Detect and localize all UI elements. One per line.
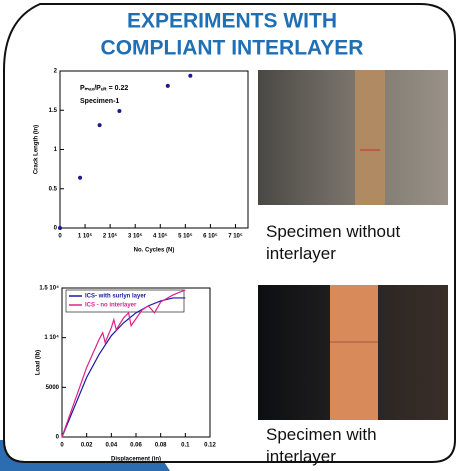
y-axis-label: Crack Length (in) [34,125,40,174]
data-point [78,175,83,180]
y-tick-label: 0.5 [49,186,58,192]
x-tick-label: 5 10⁵ [178,234,193,240]
title-line: COMPLIANT INTERLAYER [101,37,364,60]
y-axis-label: Load (lb) [36,350,42,375]
legend-label: ICS - no interlayer [85,303,137,309]
data-point [188,73,193,78]
x-tick-label: 0.06 [130,443,142,449]
x-tick-label: 0.04 [105,443,117,449]
data-point [117,109,122,114]
y-tick-label: 0 [56,435,60,441]
x-tick-label: 0 [58,234,62,240]
y-tick-label: 1.5 [49,108,58,114]
y-tick-label: 1.5 10⁴ [39,286,59,292]
legend-box [65,289,185,313]
x-tick-label: 0.02 [81,443,93,449]
x-tick-label: 6 10⁵ [203,234,218,240]
y-tick-label: 5000 [46,385,60,391]
x-tick-label: 4 10⁵ [153,234,168,240]
x-tick-label: 2 10⁵ [103,234,118,240]
x-axis-label: No. Cycles (N) [134,248,175,254]
annotation: Pₘₐₓ/Pᵤₗₜ = 0.22 [80,85,128,92]
caption: Specimen without interlayer [266,222,401,263]
x-tick-label: 0.08 [155,443,167,449]
x-tick-label: 7 10⁵ [228,234,243,240]
data-line [61,289,186,438]
title-line: EXPERIMENTS WITH [127,10,337,33]
legend-label: ICS- with surlyn layer [85,294,147,300]
y-tick-label: 1 [54,147,58,153]
photo-specimen [355,70,385,205]
x-tick-label: 3 10⁵ [128,234,143,240]
x-axis-label: Displacement (in) [111,457,161,463]
annotation: Specimen-1 [80,98,119,105]
caption: Specimen with interlayer [266,425,377,466]
photo-specimen [330,285,378,420]
data-point [165,83,170,88]
y-tick-label: 2 [54,69,58,75]
data-point [97,123,102,128]
x-tick-label: 0.12 [204,443,216,449]
y-tick-label: 0 [54,226,58,232]
data-point [58,226,62,230]
x-tick-label: 0 [60,443,64,449]
x-tick-label: 1 10⁵ [78,234,93,240]
photo-without [258,70,448,205]
y-tick-label: 1 10⁴ [44,335,59,341]
x-tick-label: 0.1 [181,443,190,449]
